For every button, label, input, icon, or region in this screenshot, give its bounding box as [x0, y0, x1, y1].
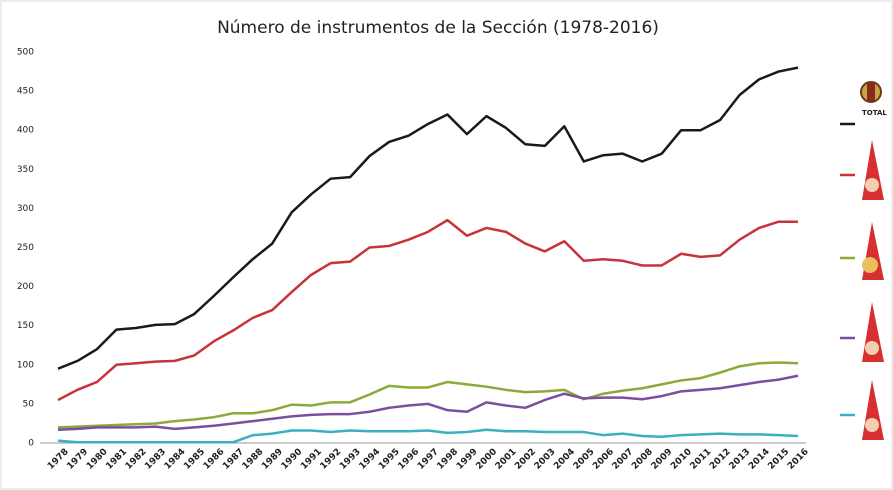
page: Número de instrumentos de la Sección (19…: [0, 0, 893, 490]
y-tick-label: 100: [17, 360, 34, 370]
y-tick-label: 450: [17, 87, 34, 97]
y-tick-label: 350: [17, 165, 34, 175]
legend-icon: [862, 257, 878, 273]
legend-icon: [865, 178, 879, 192]
legend-icon: [865, 341, 879, 355]
legend-icon: [865, 418, 879, 432]
y-tick-label: 500: [17, 48, 34, 58]
y-tick-label: 150: [17, 321, 34, 331]
y-tick-label: 50: [23, 399, 35, 409]
y-tick-label: 0: [28, 439, 34, 449]
y-tick-label: 250: [17, 243, 34, 253]
chart: Número de instrumentos de la Sección (19…: [0, 0, 893, 490]
chart-title: Número de instrumentos de la Sección (19…: [217, 18, 659, 38]
legend-icon: [867, 83, 875, 101]
chart-frame: [1, 1, 892, 489]
y-tick-label: 300: [17, 204, 34, 214]
y-tick-label: 200: [17, 282, 34, 292]
y-tick-label: 400: [17, 126, 34, 136]
legend-label: TOTAL: [862, 109, 887, 117]
